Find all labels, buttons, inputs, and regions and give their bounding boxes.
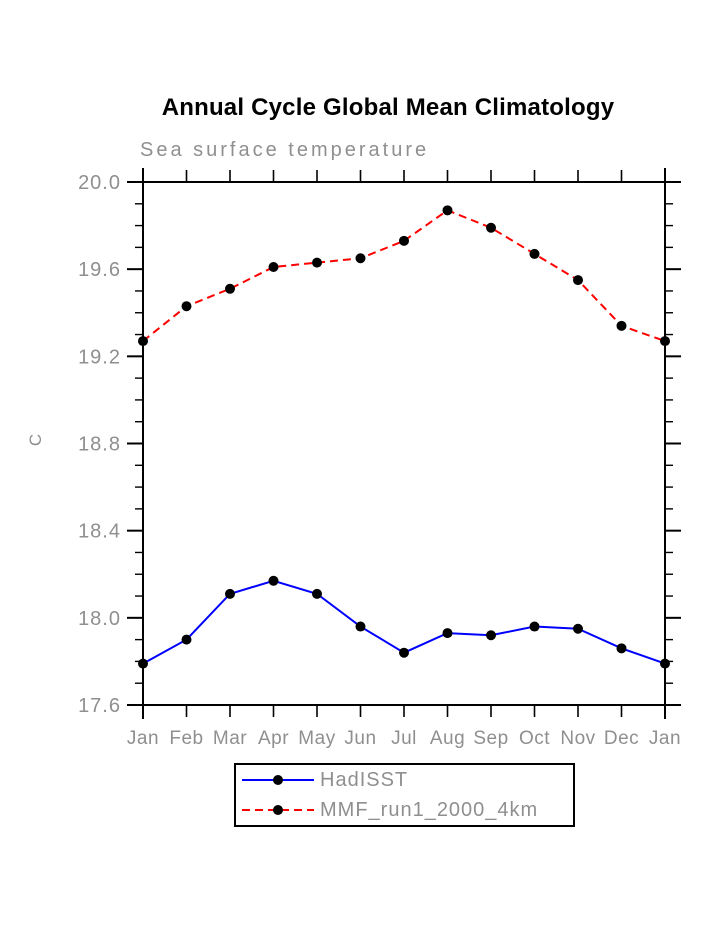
x-tick-label: Nov — [560, 728, 595, 749]
x-tick-label: Mar — [213, 728, 247, 749]
data-point — [268, 575, 279, 586]
data-point — [268, 261, 279, 272]
x-tick-label: Aug — [430, 728, 465, 749]
data-point — [660, 658, 670, 669]
series-MMF_run1_2000_4km — [138, 205, 670, 347]
data-point — [616, 320, 627, 331]
chart-subtitle: Sea surface temperature — [140, 139, 430, 161]
x-tick-label: Dec — [604, 728, 639, 749]
data-point — [616, 643, 627, 654]
data-point — [355, 253, 366, 264]
data-point — [312, 257, 322, 268]
y-tick-label: 19.6 — [78, 259, 121, 281]
data-point — [399, 235, 409, 246]
x-tick-label: Jun — [344, 728, 376, 749]
data-point — [138, 658, 148, 669]
y-tick-labels: 17.6 18.0 18.4 18.8 19.2 19.6 20.0 — [78, 172, 121, 717]
x-tick-label: Oct — [519, 728, 550, 749]
x-tick-label: Jul — [391, 728, 417, 749]
legend-item-mmf: MMF_run1_2000_4km — [240, 797, 573, 823]
series-HadISST — [138, 575, 670, 669]
x-tick-label: May — [298, 728, 335, 749]
y-tick-label: 20.0 — [78, 172, 121, 194]
data-point — [442, 628, 453, 639]
data-point — [529, 621, 540, 632]
data-point — [181, 634, 192, 645]
data-point — [225, 283, 235, 294]
y-ticks — [127, 181, 681, 706]
x-tick-label: Apr — [258, 728, 289, 749]
data-point — [138, 336, 148, 347]
legend-label: MMF_run1_2000_4km — [320, 798, 539, 821]
x-tick-label: Sep — [473, 728, 508, 749]
data-point — [442, 205, 453, 216]
data-point — [355, 621, 366, 632]
y-tick-label: 17.6 — [78, 695, 121, 717]
x-tick-label: Jan — [127, 728, 159, 749]
data-point — [225, 588, 235, 599]
legend-line-sample-dashed — [242, 805, 314, 815]
y-tick-label: 19.2 — [78, 346, 121, 368]
legend-line-sample-solid — [242, 775, 314, 785]
y-tick-label: 18.4 — [78, 521, 121, 543]
legend-item-hadisst: HadISST — [240, 767, 573, 793]
x-tick-label: Feb — [169, 728, 203, 749]
data-point — [181, 301, 192, 312]
data-point — [486, 630, 496, 641]
chart-title: Annual Cycle Global Mean Climatology — [161, 94, 615, 121]
legend-box: HadISST MMF_run1_2000_4km — [234, 763, 575, 827]
data-point — [529, 248, 540, 259]
data-point — [660, 336, 670, 347]
data-point — [312, 588, 322, 599]
y-tick-label: 18.8 — [78, 434, 121, 456]
data-point — [486, 222, 496, 233]
x-ticks: Jan Feb Mar Apr May Jun Jul Aug Sep Oct Nov Dec Jan — [127, 170, 681, 749]
data-point — [573, 275, 583, 286]
legend-label: HadISST — [320, 768, 409, 791]
x-tick-label: Jan — [649, 728, 681, 749]
data-point — [399, 647, 409, 658]
y-tick-label: 18.0 — [78, 608, 121, 630]
data-point — [573, 623, 583, 634]
